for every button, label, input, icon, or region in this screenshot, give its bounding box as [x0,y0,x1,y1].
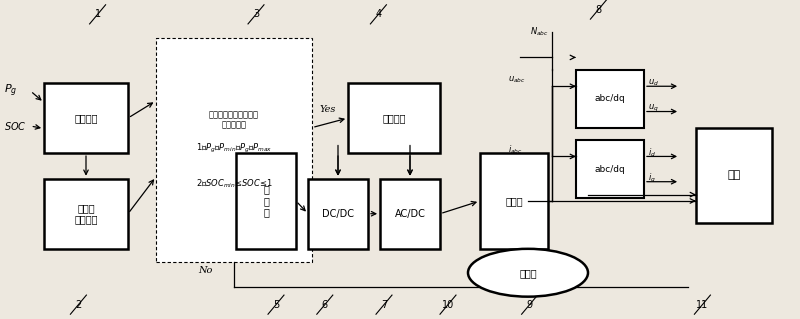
Text: $SOC$: $SOC$ [4,120,26,132]
Text: DC/DC: DC/DC [322,209,354,219]
Text: $P_g$: $P_g$ [4,83,18,99]
Text: $i_d$: $i_d$ [648,147,656,160]
Text: 3: 3 [253,9,259,19]
Text: abc/dq: abc/dq [594,94,626,103]
Circle shape [468,249,588,297]
Bar [696,128,772,223]
Bar [480,153,548,249]
Text: 10: 10 [442,300,454,310]
Text: 7: 7 [381,300,387,310]
Bar [156,38,312,262]
Text: 6: 6 [322,300,328,310]
Bar [576,140,644,198]
Bar [44,179,128,249]
Text: 控制模块: 控制模块 [382,113,406,123]
Text: 数据采集: 数据采集 [74,113,98,123]
Text: 2: 2 [75,300,82,310]
Text: 是否同时符合以下两个
判定条件：

1、$P_g$＜$P_{min}$或$P_g$＞$P_{max}$


2、$SOC_{min}$≤$SOC$≤1: 是否同时符合以下两个 判定条件： 1、$P_g$＜$P_{min}$或$P_g$… [195,110,273,190]
Text: $u_q$: $u_q$ [648,103,659,114]
Text: $i_{abc}$: $i_{abc}$ [508,144,522,156]
Text: 风电场: 风电场 [519,268,537,278]
Text: AC/DC: AC/DC [394,209,426,219]
Text: Yes: Yes [320,105,336,114]
Text: $u_{abc}$: $u_{abc}$ [508,75,526,85]
Text: No: No [198,266,213,275]
Text: $u_d$: $u_d$ [648,78,659,88]
Text: 蓄
电
池: 蓄 电 池 [263,184,269,218]
Text: 8: 8 [595,4,602,15]
Bar [348,83,440,153]
Text: $N_{abc}$: $N_{abc}$ [530,26,548,38]
Bar [44,83,128,153]
Text: 逆变器: 逆变器 [505,196,523,206]
Text: $i_q$: $i_q$ [648,172,656,185]
Bar [236,153,296,249]
Bar [576,70,644,128]
Text: 4: 4 [375,9,382,19]
Text: 5: 5 [273,300,279,310]
Text: 风功率
预测系统: 风功率 预测系统 [74,203,98,225]
Text: abc/dq: abc/dq [594,165,626,174]
Text: 11: 11 [696,300,709,310]
Text: 电网: 电网 [727,170,741,181]
Bar [380,179,440,249]
Text: 1: 1 [94,9,101,19]
Bar [308,179,368,249]
Text: 9: 9 [526,300,533,310]
